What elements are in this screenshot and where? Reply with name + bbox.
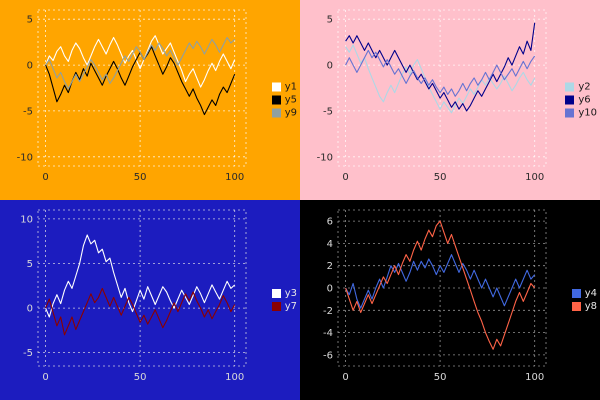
series-line-y10 (345, 49, 536, 97)
y-tick-label: 0 (327, 284, 333, 295)
x-tick-label: 50 (434, 372, 447, 383)
y-tick-label: 0 (327, 61, 333, 72)
plot-frame (37, 209, 247, 367)
legend-top-left: y1 y5 y9 (271, 81, 297, 119)
legend-swatch-y3 (271, 289, 281, 298)
legend-item-y8: y8 (571, 301, 597, 312)
legend-swatch-y5 (271, 95, 281, 105)
y-tick-label: 5 (327, 15, 333, 26)
x-tick-label: 50 (434, 172, 447, 183)
y-tick-label: 5 (27, 259, 33, 270)
series-line-y3 (45, 234, 236, 318)
y-tick-label: -5 (23, 106, 33, 117)
legend-swatch-y1 (271, 82, 281, 92)
y-tick-label: -5 (23, 348, 33, 359)
legend-swatch-y10 (565, 108, 575, 118)
x-tick-label: 100 (525, 172, 544, 183)
legend-swatch-y9 (271, 108, 281, 118)
y-tick-label: -5 (323, 106, 333, 117)
x-tick-label: 0 (42, 172, 48, 183)
series-line-y4 (345, 254, 536, 309)
legend-bottom-right: y4 y8 (571, 288, 597, 312)
y-tick-label: 10 (20, 214, 33, 225)
chart-panel-top-right: 0 50 100 5 0 -5 -10 y2 y6 y10 (300, 0, 600, 200)
legend-label-y1: y1 (284, 81, 297, 93)
legend-top-right: y2 y6 y10 (565, 82, 597, 119)
y-tick-label: 2 (327, 261, 333, 272)
x-tick-label: 0 (342, 372, 348, 383)
x-tick-label: 0 (342, 172, 348, 183)
y-tick-label: -2 (323, 306, 333, 317)
legend-bottom-left: y3 y7 (271, 288, 297, 312)
legend-swatch-y4 (571, 289, 581, 298)
x-tick-label: 50 (134, 172, 147, 183)
legend-swatch-y6 (565, 95, 575, 105)
x-tick-label: 50 (134, 372, 147, 383)
legend-item-y5: y5 (271, 94, 297, 106)
y-tick-label: 6 (327, 217, 333, 228)
legend-label-y4: y4 (584, 288, 597, 299)
series-line-y7 (45, 287, 236, 336)
legend-label-y7: y7 (284, 301, 297, 312)
legend-swatch-y8 (571, 302, 581, 311)
series-line-y2 (345, 44, 536, 114)
legend-label-y6: y6 (578, 94, 591, 106)
legend-label-y3: y3 (284, 288, 297, 299)
legend-label-y10: y10 (578, 107, 597, 119)
legend-item-y10: y10 (565, 108, 597, 119)
chart-panel-bottom-left: 0 50 100 10 5 0 -5 y3 y7 (0, 200, 300, 400)
legend-item-y9: y9 (271, 107, 297, 119)
plot-frame (337, 9, 547, 167)
y-tick-label: 0 (27, 304, 33, 315)
legend-swatch-y2 (565, 82, 575, 92)
y-tick-label: -4 (323, 328, 333, 339)
y-tick-label: 5 (27, 15, 33, 26)
legend-swatch-y7 (271, 302, 281, 311)
legend-item-y3: y3 (271, 288, 297, 299)
legend-item-y6: y6 (565, 95, 597, 106)
series-line-y8 (345, 220, 536, 350)
legend-item-y1: y1 (271, 81, 297, 93)
legend-label-y8: y8 (584, 301, 597, 312)
chart-panel-bottom-right: 0 50 100 6 4 2 0 -2 -4 -6 y4 y8 (300, 200, 600, 400)
legend-label-y5: y5 (284, 94, 297, 106)
legend-label-y9: y9 (284, 107, 297, 119)
y-tick-label: 0 (27, 61, 33, 72)
legend-item-y7: y7 (271, 301, 297, 312)
plot-frame (37, 9, 247, 167)
legend-item-y2: y2 (565, 82, 597, 93)
x-tick-label: 100 (225, 172, 244, 183)
y-tick-label: -6 (323, 350, 333, 361)
series-line-y1 (45, 35, 236, 88)
x-tick-label: 0 (42, 372, 48, 383)
x-tick-label: 100 (525, 372, 544, 383)
legend-item-y4: y4 (571, 288, 597, 299)
y-tick-label: 4 (327, 239, 333, 250)
x-tick-label: 100 (225, 372, 244, 383)
y-tick-label: -10 (17, 152, 33, 163)
y-tick-label: -10 (317, 152, 333, 163)
line-chart-bottom-right: 0 50 100 6 4 2 0 -2 -4 -6 (323, 209, 547, 383)
chart-panel-top-left: 0 50 100 5 0 -5 -10 y1 y5 y9 (0, 0, 300, 200)
legend-label-y2: y2 (578, 81, 591, 93)
series-line-y9 (45, 36, 236, 90)
